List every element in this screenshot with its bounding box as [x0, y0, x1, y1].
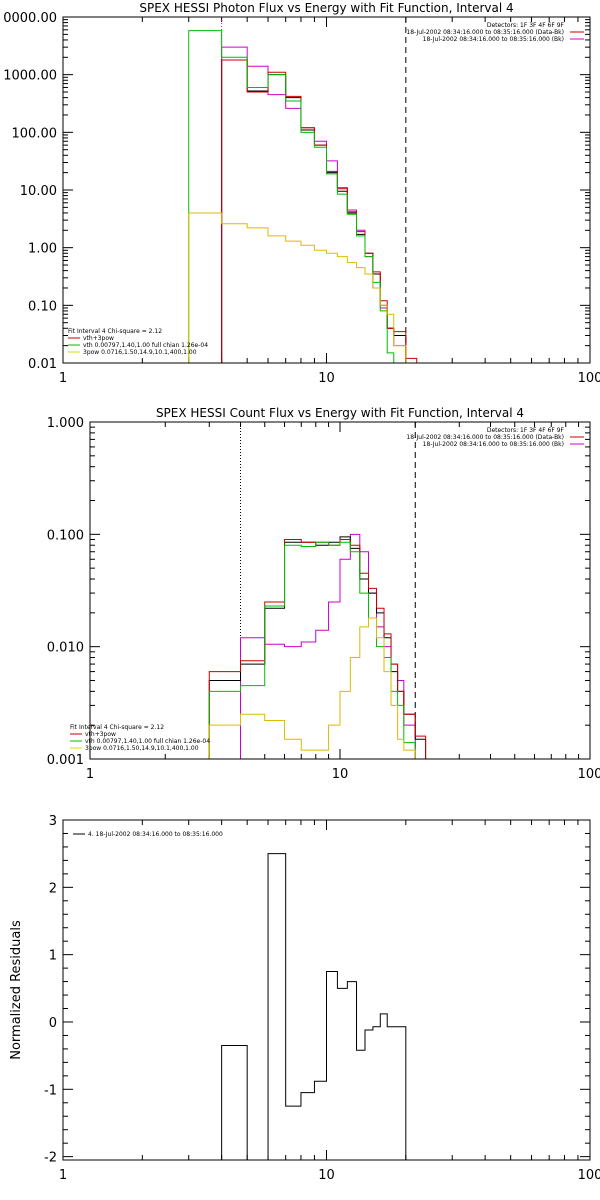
x-tick-label: 1: [86, 767, 94, 782]
x-tick-label: 100: [578, 371, 600, 386]
tick-marks: [89, 422, 590, 760]
y-tick-label: 0.100: [47, 528, 84, 543]
y-tick-label: 3: [49, 814, 57, 829]
series-line: [188, 212, 407, 363]
y-axis-title: Normalized Residuals: [9, 920, 24, 1060]
series-line: [188, 30, 395, 363]
count-flux-panel: SPEX HESSI Count Flux vs Energy with Fit…: [47, 406, 600, 782]
header-text: 18-Jul-2002 08:34:16.000 to 08:35:16.000…: [406, 29, 564, 36]
header-text: Detectors: 1F 3F 4F 6F 9F: [487, 22, 565, 29]
tick-marks: [62, 17, 590, 364]
y-tick-label: 0: [49, 1016, 57, 1031]
fit-text: vth 0.00797,1.40,1.00 full chian 1.26e-0…: [85, 738, 210, 745]
fit-text: 3pow 0.0716,1.50,14.9,10.1,400,1.00: [83, 349, 197, 356]
x-tick-label: 1: [59, 371, 67, 386]
residuals-panel: 1 10 100 -2 -1 0 1 2 3 Normalized Residuals 4. 18-…: [9, 814, 600, 1183]
series-line: [240, 533, 416, 759]
series-line: [221, 46, 407, 363]
y-tick-label: -1: [44, 1083, 57, 1098]
plot-data: [221, 853, 407, 1160]
header-text: Detectors: 1F 3F 4F 6F 9F: [487, 427, 565, 434]
series-line: [221, 853, 407, 1160]
y-tick-label: 1.00: [28, 242, 57, 257]
y-tick-label: 0.001: [47, 753, 84, 768]
x-tick-label: 100: [578, 1168, 600, 1183]
legend-text: 4. 18-Jul-2002 08:34:16.000 to 08:35:16.…: [88, 831, 223, 838]
y-tick-label: 100.00: [12, 126, 58, 141]
series-line: [208, 536, 427, 759]
y-tick-label: 1.000: [47, 416, 84, 431]
x-tick-label: 10: [332, 767, 349, 782]
series-line: [208, 538, 427, 759]
chart-title: SPEX HESSI Count Flux vs Energy with Fit…: [156, 406, 524, 420]
plot-frame: [89, 421, 591, 760]
header-text: 18-Jul-2002 08:34:16.000 to 08:35:16.000…: [423, 36, 564, 43]
y-tick-label: 0.01: [28, 357, 57, 372]
y-tick-label: 1000.00: [3, 69, 57, 84]
y-tick-label: 10.00: [20, 184, 57, 199]
plot-frame: [62, 16, 591, 364]
fit-text: Fit Interval 4 Chi-square = 2.12: [68, 328, 162, 335]
x-tick-label: 1: [59, 1168, 67, 1183]
chart-title: SPEX HESSI Photon Flux vs Energy with Fi…: [139, 1, 513, 15]
series-line: [208, 617, 416, 759]
fit-text: vth 0.00797,1.40,1.00 full chian 1.26e-0…: [83, 342, 208, 349]
plot-data: [188, 30, 418, 363]
x-tick-label: 10: [318, 371, 335, 386]
photon-flux-panel: SPEX HESSI Photon Flux vs Energy with Fi…: [3, 1, 600, 386]
fit-text: vth+3pow: [83, 335, 114, 342]
y-tick-label: -2: [44, 1151, 57, 1166]
header-text: 18-Jul-2002 08:34:16.000 to 08:35:16.000…: [423, 441, 564, 448]
header-text: 18-Jul-2002 08:34:16.000 to 08:35:16.000…: [406, 434, 564, 441]
plot-frame: [62, 819, 591, 1161]
plot-data: [208, 533, 427, 759]
x-tick-label: 10: [318, 1168, 335, 1183]
y-tick-label: 1: [49, 949, 57, 964]
fit-text: Fit Interval 4 Chi-square = 2.12: [70, 724, 164, 731]
y-tick-label: 2: [49, 881, 57, 896]
x-tick-label: 100: [578, 767, 600, 782]
fit-text: vth+3pow: [85, 731, 116, 738]
y-tick-label: 0.10: [28, 299, 57, 314]
y-tick-label: 0000.00: [3, 11, 57, 26]
fit-text: 3pow 0.0716,1.50,14.9,10.1,400,1.00: [85, 745, 199, 752]
series-line: [208, 541, 416, 759]
y-tick-label: 0.010: [47, 641, 84, 656]
